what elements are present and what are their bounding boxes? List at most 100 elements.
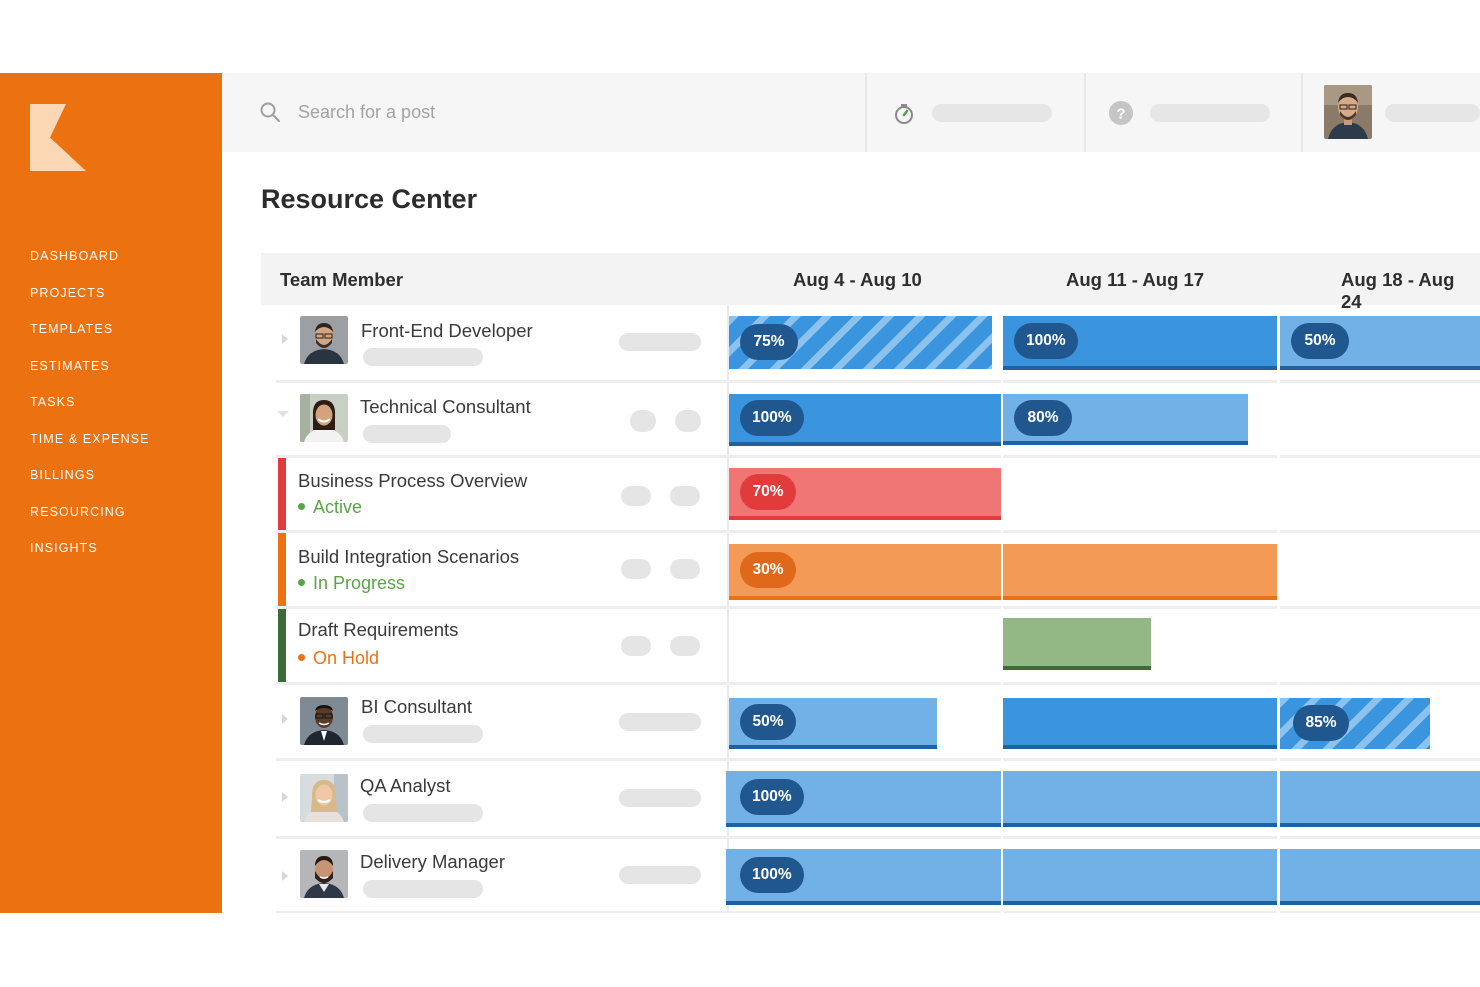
column-divider: [1277, 305, 1280, 913]
allocation-bar[interactable]: 100%: [726, 771, 1480, 827]
allocation-badge: 100%: [740, 857, 804, 893]
table-row[interactable]: Draft Requirements On Hold: [261, 609, 1480, 683]
nav-templates[interactable]: TEMPLATES: [30, 322, 114, 336]
placeholder-dot: [621, 486, 651, 506]
search-input[interactable]: Search for a post: [258, 99, 858, 125]
row-divider: [276, 455, 1480, 458]
placeholder-bar: [619, 866, 701, 884]
nav-estimates[interactable]: ESTIMATES: [30, 358, 110, 373]
allocation-bar[interactable]: [1003, 698, 1277, 749]
column-divider: [1001, 305, 1003, 913]
allocation-badge: 50%: [1291, 323, 1349, 359]
row-divider: [276, 380, 1480, 383]
allocation-badge: 70%: [740, 474, 796, 510]
timer-placeholder: [932, 104, 1052, 122]
avatar: [300, 316, 348, 364]
column-header-week-2[interactable]: Aug 11 - Aug 17: [1066, 269, 1205, 290]
timer-icon[interactable]: [891, 101, 917, 127]
task-name: Build Integration Scenarios: [298, 546, 520, 567]
column-divider: [727, 305, 729, 913]
allocation-badge: 85%: [1293, 705, 1349, 741]
help-icon[interactable]: ?: [1108, 100, 1134, 126]
column-header-member: Team Member: [280, 269, 404, 290]
placeholder-dot: [621, 559, 651, 579]
svg-text:?: ?: [1116, 106, 1125, 123]
table-row[interactable]: Technical Consultant 100% 80%: [261, 383, 1480, 456]
task-status: Active: [298, 497, 362, 518]
nav-dashboard[interactable]: DASHBOARD: [30, 249, 120, 263]
user-avatar[interactable]: [1324, 85, 1372, 139]
topbar-divider: [865, 73, 867, 152]
task-color-accent: [278, 533, 286, 606]
search-placeholder: Search for a post: [298, 102, 436, 122]
allocation-bar[interactable]: 50%: [729, 698, 937, 749]
row-divider: [276, 606, 1480, 609]
table-row[interactable]: Front-End Developer 75% 100% 50%: [261, 305, 1480, 381]
placeholder-bar: [363, 804, 483, 822]
task-name: Draft Requirements: [298, 619, 459, 640]
resource-grid: Team Member Aug 4 - Aug 10 Aug 11 - Aug …: [261, 253, 1480, 913]
allocation-badge: 100%: [740, 779, 804, 815]
allocation-badge: 30%: [740, 552, 796, 588]
row-divider: [276, 758, 1480, 761]
row-name: Delivery Manager: [360, 851, 505, 872]
task-name: Business Process Overview: [298, 470, 528, 491]
allocation-bar[interactable]: 100%: [726, 849, 1480, 905]
row-divider: [276, 530, 1480, 533]
allocation-bar[interactable]: 100%: [729, 394, 1001, 446]
user-name-placeholder: [1385, 104, 1480, 122]
allocation-bar[interactable]: 80%: [1003, 394, 1248, 445]
avatar: [300, 394, 348, 442]
nav-insights[interactable]: INSIGHTS: [30, 541, 98, 555]
row-name: BI Consultant: [361, 696, 473, 717]
topbar-divider: [1084, 73, 1086, 152]
nav-tasks[interactable]: TASKS: [30, 395, 76, 409]
chevron-right-icon[interactable]: [280, 713, 290, 725]
task-status: In Progress: [298, 573, 405, 594]
nav-time-expense[interactable]: TIME & EXPENSE: [30, 431, 150, 446]
placeholder-dot: [675, 410, 701, 432]
nav-resourcing[interactable]: RESOURCING: [30, 504, 126, 519]
row-divider: [276, 682, 1480, 685]
chevron-right-icon[interactable]: [280, 791, 290, 803]
row-name: Front-End Developer: [361, 320, 533, 341]
help-placeholder: [1150, 104, 1270, 122]
chevron-right-icon[interactable]: [280, 333, 290, 345]
sidebar-nav: DASHBOARD PROJECTS TEMPLATES ESTIMATES T…: [30, 248, 150, 577]
table-row[interactable]: Build Integration Scenarios In Progress …: [261, 533, 1480, 607]
column-header-week-3[interactable]: Aug 18 - Aug 24: [1341, 269, 1455, 312]
table-row[interactable]: Delivery Manager 100%: [261, 839, 1480, 913]
allocation-bar[interactable]: 50%: [1280, 316, 1480, 370]
search-icon: [260, 102, 280, 122]
brand-logo[interactable]: [30, 104, 86, 171]
chevron-down-icon[interactable]: [276, 408, 290, 420]
chevron-right-icon[interactable]: [280, 870, 290, 882]
placeholder-dot: [670, 559, 700, 579]
placeholder-bar: [363, 725, 483, 743]
column-header-week-1[interactable]: Aug 4 - Aug 10: [793, 269, 922, 290]
table-row[interactable]: Business Process Overview Active 70%: [261, 458, 1480, 531]
placeholder-dot: [670, 636, 700, 656]
page-title: Resource Center: [261, 184, 478, 214]
nav-projects[interactable]: PROJECTS: [30, 285, 106, 300]
table-row[interactable]: QA Analyst 100%: [261, 761, 1480, 837]
allocation-bar[interactable]: [1003, 618, 1151, 670]
avatar: [300, 774, 348, 822]
task-color-accent: [278, 609, 286, 682]
row-name: Technical Consultant: [360, 396, 531, 417]
allocation-bar[interactable]: 100%: [1003, 316, 1277, 370]
allocation-bar[interactable]: 70%: [729, 468, 1001, 520]
allocation-badge: 80%: [1014, 399, 1072, 436]
task-color-accent: [278, 458, 286, 530]
row-name: QA Analyst: [360, 775, 451, 796]
placeholder-bar: [363, 348, 483, 366]
placeholder-bar: [363, 880, 483, 898]
allocation-badge: 100%: [740, 400, 804, 436]
allocation-bar[interactable]: 30%: [729, 544, 1277, 600]
row-divider: [276, 911, 1480, 913]
table-row[interactable]: BI Consultant 50% 85%: [261, 685, 1480, 759]
row-divider: [276, 836, 1480, 839]
placeholder-dot: [670, 486, 700, 506]
nav-billings[interactable]: BILLINGS: [30, 468, 96, 482]
top-bar: Search for a post ?: [222, 73, 1480, 152]
